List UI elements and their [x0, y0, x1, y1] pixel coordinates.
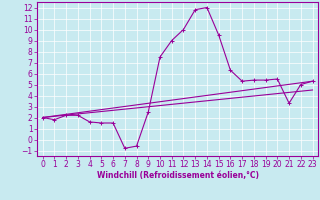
X-axis label: Windchill (Refroidissement éolien,°C): Windchill (Refroidissement éolien,°C)	[97, 171, 259, 180]
